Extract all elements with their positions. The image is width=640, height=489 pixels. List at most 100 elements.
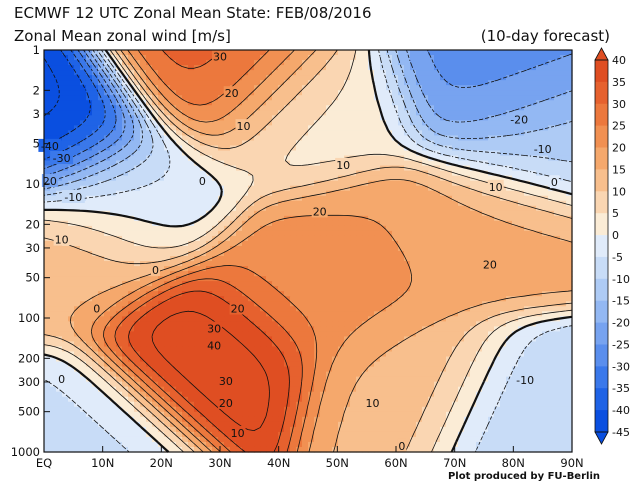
field-cell: [326, 70, 333, 76]
field-cell: [98, 85, 105, 91]
field-cell: [404, 261, 411, 267]
field-cell: [140, 75, 147, 81]
field-cell: [446, 256, 453, 262]
field-cell: [74, 266, 81, 272]
field-cell: [290, 175, 297, 182]
field-cell: [494, 321, 501, 327]
field-cell: [92, 321, 99, 327]
field-cell: [548, 225, 555, 232]
field-cell: [386, 296, 393, 302]
field-cell: [266, 120, 273, 126]
field-cell: [332, 251, 339, 257]
field-cell: [212, 155, 219, 162]
field-cell: [116, 175, 123, 182]
field-cell: [374, 80, 381, 86]
field-cell: [248, 80, 255, 86]
field-cell: [554, 200, 561, 207]
field-cell: [254, 160, 261, 167]
field-cell: [434, 271, 441, 277]
field-cell: [368, 240, 375, 247]
field-cell: [452, 266, 459, 272]
field-cell: [506, 195, 513, 202]
field-cell: [338, 115, 345, 121]
field-cell: [476, 220, 483, 227]
field-cell: [194, 195, 201, 202]
field-cell: [350, 130, 357, 137]
field-cell: [254, 235, 261, 242]
field-cell: [488, 205, 495, 212]
field-cell: [512, 130, 519, 137]
field-cell: [50, 165, 57, 172]
field-cell: [152, 95, 159, 101]
field-cell: [170, 145, 177, 152]
field-cell: [512, 301, 519, 307]
field-cell: [284, 95, 291, 101]
field-cell: [452, 286, 459, 292]
field-cell: [110, 155, 117, 162]
field-cell: [428, 271, 435, 277]
field-cell: [542, 311, 549, 317]
field-cell: [98, 200, 105, 207]
field-cell: [242, 316, 249, 322]
field-cell: [272, 235, 279, 242]
field-cell: [50, 130, 57, 137]
field-cell: [278, 105, 285, 111]
field-cell: [476, 105, 483, 111]
field-cell: [50, 321, 57, 327]
field-cell: [236, 175, 243, 182]
field-cell: [434, 266, 441, 272]
field-cell: [86, 286, 93, 292]
field-cell: [290, 80, 297, 86]
field-cell: [278, 210, 285, 217]
field-cell: [278, 311, 285, 317]
field-cell: [470, 276, 477, 282]
field-cell: [182, 90, 189, 96]
field-cell: [434, 245, 441, 252]
field-cell: [218, 306, 225, 312]
field-cell: [62, 135, 69, 142]
field-cell: [368, 286, 375, 292]
field-cell: [482, 296, 489, 302]
field-cell: [428, 90, 435, 96]
field-cell: [392, 240, 399, 247]
field-cell: [158, 256, 165, 262]
field-cell: [146, 185, 153, 192]
field-cell: [398, 180, 405, 187]
field-cell: [320, 271, 327, 277]
field-cell: [314, 266, 321, 272]
field-cell: [524, 276, 531, 282]
field-cell: [308, 296, 315, 302]
field-cell: [152, 100, 159, 106]
field-cell: [146, 235, 153, 242]
field-cell: [464, 230, 471, 237]
field-cell: [566, 240, 573, 247]
field-cell: [92, 70, 99, 76]
field-cell: [356, 245, 363, 252]
field-cell: [344, 281, 351, 287]
field-cell: [158, 331, 165, 338]
field-cell: [302, 50, 309, 56]
field-cell: [182, 291, 189, 297]
field-cell: [158, 261, 165, 267]
field-cell: [200, 110, 207, 116]
field-cell: [116, 225, 123, 232]
field-cell: [482, 205, 489, 212]
field-cell: [104, 95, 111, 101]
field-cell: [152, 150, 159, 157]
field-cell: [188, 331, 195, 338]
field-cell: [128, 160, 135, 167]
field-cell: [368, 145, 375, 152]
field-cell: [296, 245, 303, 252]
field-cell: [224, 210, 231, 217]
field-cell: [134, 110, 141, 116]
field-cell: [200, 65, 207, 71]
field-cell: [260, 160, 267, 167]
field-cell: [362, 140, 369, 147]
field-cell: [536, 60, 543, 66]
field-cell: [242, 281, 249, 287]
field-cell: [476, 266, 483, 272]
field-cell: [140, 316, 147, 322]
field-cell: [452, 90, 459, 96]
field-cell: [128, 170, 135, 177]
